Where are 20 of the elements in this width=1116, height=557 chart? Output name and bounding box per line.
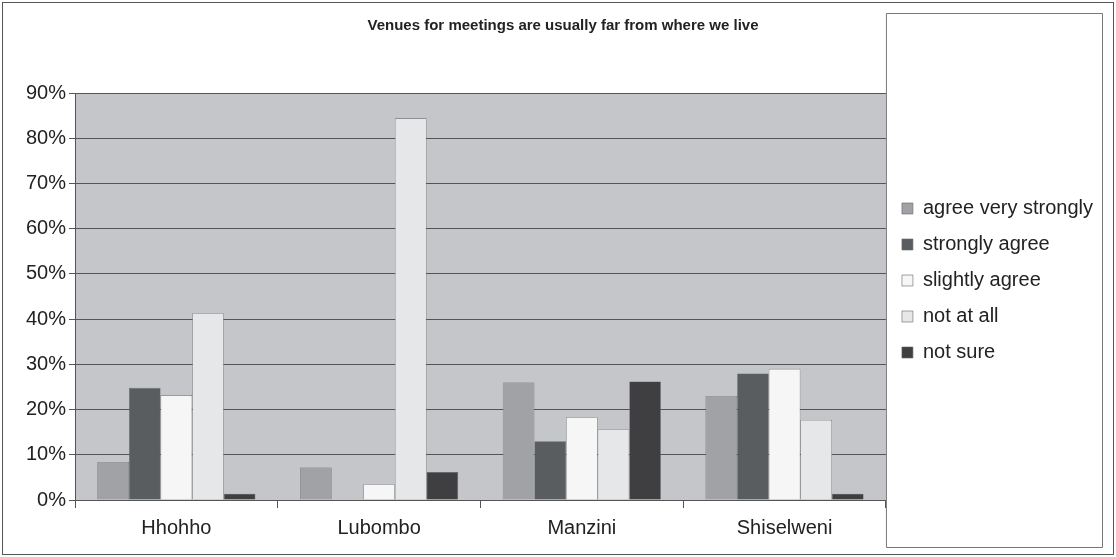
y-tick-label: 90% bbox=[26, 80, 67, 103]
legend-label: agree very strongly bbox=[922, 196, 1093, 219]
x-tick-label: Shiselweni bbox=[736, 515, 833, 538]
y-tick-label: 60% bbox=[26, 216, 67, 239]
x-tick-label: Hhohho bbox=[141, 515, 212, 538]
y-tick-label: 0% bbox=[37, 487, 67, 510]
y-tick-label: 30% bbox=[26, 351, 67, 374]
y-tick-label: 70% bbox=[26, 170, 67, 193]
y-tick-label: 10% bbox=[26, 442, 67, 465]
legend-label: slightly agree bbox=[922, 268, 1041, 291]
y-tick-label: 80% bbox=[26, 125, 67, 148]
legend-label: not sure bbox=[922, 340, 996, 363]
y-tick-label: 40% bbox=[26, 306, 67, 329]
legend-label: strongly agree bbox=[922, 232, 1050, 255]
y-tick-label: 20% bbox=[26, 397, 67, 420]
legend-label: not at all bbox=[922, 304, 999, 327]
x-tick-label: Lubombo bbox=[337, 515, 421, 538]
chart-title: Venues for meetings are usually far from where we live bbox=[367, 16, 759, 34]
y-tick-label: 50% bbox=[26, 261, 67, 284]
x-tick-label: Manzini bbox=[547, 515, 617, 538]
